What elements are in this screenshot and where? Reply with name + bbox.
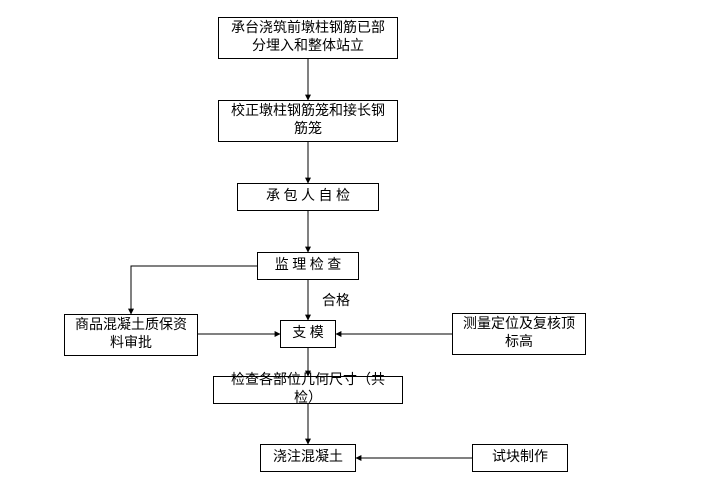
node-side-right-2: 试块制作 [472, 444, 568, 472]
node-step-7: 浇注混凝土 [260, 444, 356, 472]
node-step-5: 支 模 [280, 320, 336, 348]
node-step-4: 监 理 检 查 [257, 252, 359, 280]
node-step-3: 承 包 人 自 检 [237, 183, 379, 211]
node-step-1: 承台浇筑前墩柱钢筋已部分埋入和整体站立 [218, 17, 398, 59]
node-side-left: 商品混凝土质保资料审批 [64, 314, 198, 356]
node-step-6: 检查各部位几何尺寸（共检） [213, 376, 403, 404]
edge-label-pass: 合格 [322, 290, 350, 310]
node-step-2: 校正墩柱钢筋笼和接长钢筋笼 [218, 100, 398, 142]
node-side-right: 测量定位及复核顶标高 [452, 313, 586, 355]
